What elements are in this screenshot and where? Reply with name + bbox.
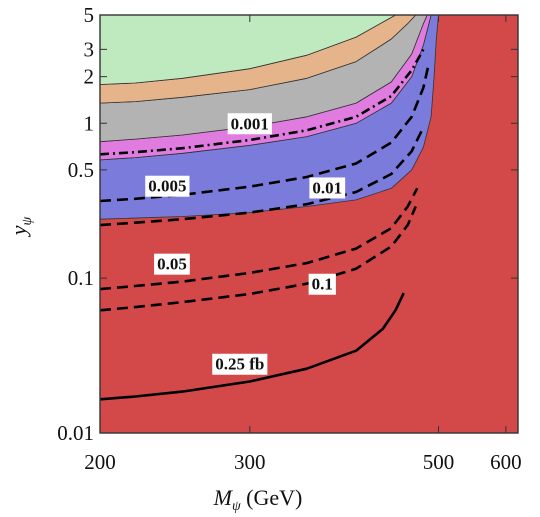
contour-line-1: [100, 66, 430, 203]
contour-label-bg: [145, 175, 190, 197]
contour-labels: 0.001 0.005 0.01 0.05 0.1 0.25 fb: [145, 113, 346, 375]
x-axis-title-unit: (GeV): [241, 485, 303, 510]
plot-frame: [99, 14, 519, 434]
region-5: [100, 15, 396, 85]
y-tick-label: 0.5: [68, 158, 94, 182]
y-axis-ticks: 0.01 0.1 0.5 1 2 3 5: [57, 3, 518, 445]
x-axis-title-main: M: [213, 485, 234, 510]
y-axis-title: yψ: [6, 216, 35, 237]
contour-label-2: 0.01: [309, 177, 346, 199]
contour-line-4: [100, 205, 417, 312]
contour-label-4: 0.1: [308, 273, 336, 295]
contour-line-3: [100, 187, 419, 291]
y-tick-label: 1: [84, 111, 95, 135]
contour-label-5: 0.25 fb: [212, 353, 268, 375]
contour-label-text: 0.25 fb: [215, 355, 264, 374]
x-tick-label: 200: [84, 450, 116, 474]
contour-label-text: 0.05: [157, 255, 187, 274]
y-tick-label: 5: [84, 3, 95, 27]
contour-label-1: 0.005: [145, 175, 190, 197]
y-tick-label: 0.1: [68, 266, 94, 290]
contour-label-bg: [308, 273, 336, 295]
x-axis-ticks: 200 300 500 600: [84, 15, 522, 474]
contour-label-text: 0.01: [312, 178, 342, 197]
contour-label-bg: [154, 253, 190, 275]
contour-label-bg: [309, 177, 346, 199]
contour-label-3: 0.05: [154, 253, 190, 275]
contour-layer: [100, 48, 430, 401]
contour-label-0: 0.001: [227, 113, 272, 135]
y-tick-label: 2: [84, 65, 95, 89]
contour-label-text: 0.1: [312, 275, 333, 294]
x-axis-title: Mψ (GeV): [213, 485, 303, 514]
contour-label-bg: [212, 353, 268, 375]
x-tick-label: 300: [234, 450, 266, 474]
x-tick-label: 600: [490, 450, 522, 474]
y-tick-label: 0.01: [57, 421, 94, 445]
contour-line-5: [100, 292, 405, 401]
contour-line-0: [100, 48, 425, 156]
y-tick-label: 3: [84, 37, 95, 61]
y-axis-title-main: y: [6, 225, 31, 237]
contour-label-text: 0.005: [148, 177, 186, 196]
y-axis-title-sub: ψ: [20, 216, 35, 225]
contour-line-2: [100, 129, 424, 227]
x-axis-title-sub: ψ: [232, 499, 241, 514]
x-tick-label: 500: [423, 450, 455, 474]
contour-label-bg: [227, 113, 272, 135]
region-layer: [100, 15, 518, 433]
contour-label-text: 0.001: [231, 114, 269, 133]
